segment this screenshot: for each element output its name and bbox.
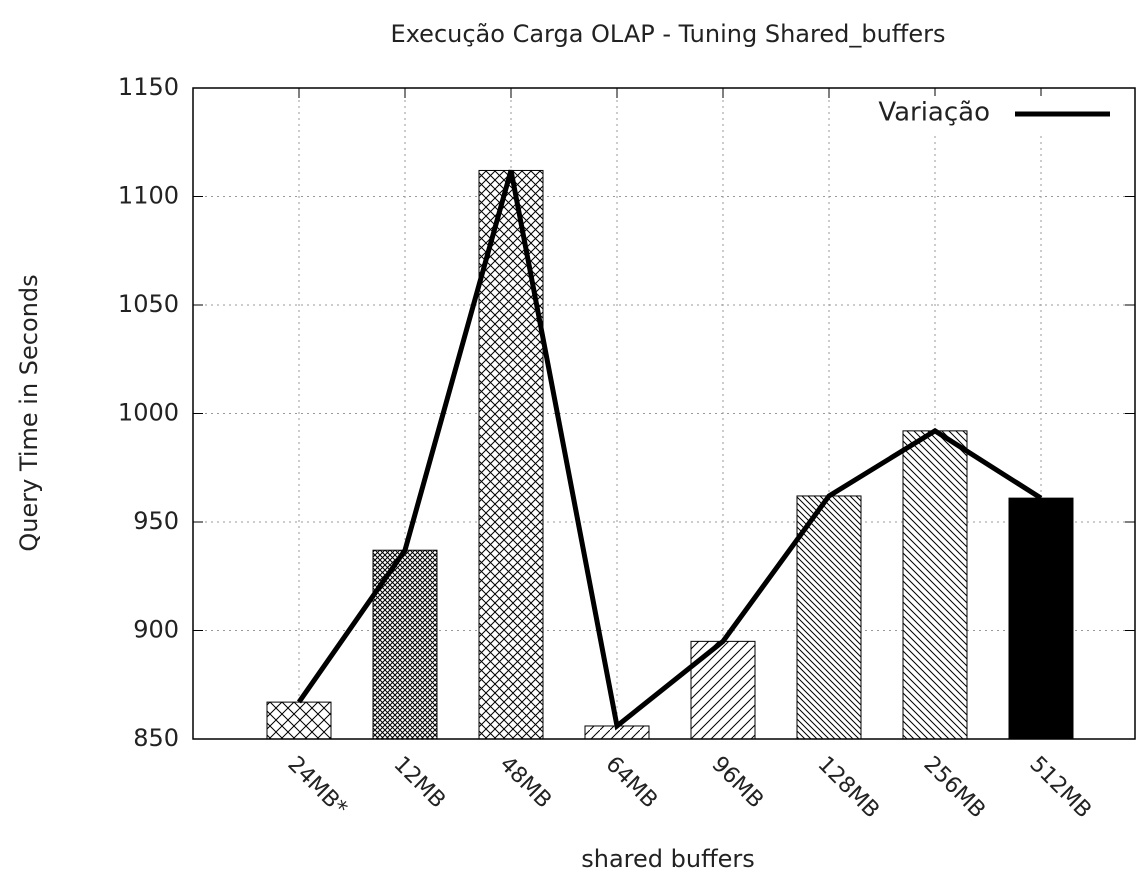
y-tick-label: 900 <box>133 616 179 644</box>
bar <box>1008 497 1074 740</box>
y-tick-label: 1100 <box>118 182 179 210</box>
y-tick-label: 1150 <box>118 73 179 101</box>
y-tick-label: 1000 <box>118 399 179 427</box>
x-tick-label: 24MB* <box>283 752 352 821</box>
y-axis-label: Query Time in Seconds <box>15 274 43 551</box>
legend-label: Variação <box>878 98 990 128</box>
x-tick-label: 512MB <box>1025 752 1096 823</box>
y-tick-label: 850 <box>133 724 179 752</box>
x-tick-label: 64MB <box>601 752 663 814</box>
x-tick-label: 12MB <box>389 752 451 814</box>
chart-title: Execução Carga OLAP - Tuning Shared_buff… <box>391 20 946 48</box>
bar <box>690 640 756 740</box>
line <box>296 169 1043 731</box>
x-tick-label: 256MB <box>919 752 990 823</box>
x-tick-label: 128MB <box>813 752 884 823</box>
bar <box>796 495 862 740</box>
bar <box>266 701 332 740</box>
x-tick-label: 48MB <box>495 752 557 814</box>
bar <box>902 430 968 740</box>
plot-border <box>192 87 1136 740</box>
y-tick-label: 1050 <box>118 290 179 318</box>
x-tick-label: 96MB <box>707 752 769 814</box>
y-tick-label: 950 <box>133 507 179 535</box>
bar <box>478 169 544 740</box>
x-axis-label: shared buffers <box>581 845 755 873</box>
